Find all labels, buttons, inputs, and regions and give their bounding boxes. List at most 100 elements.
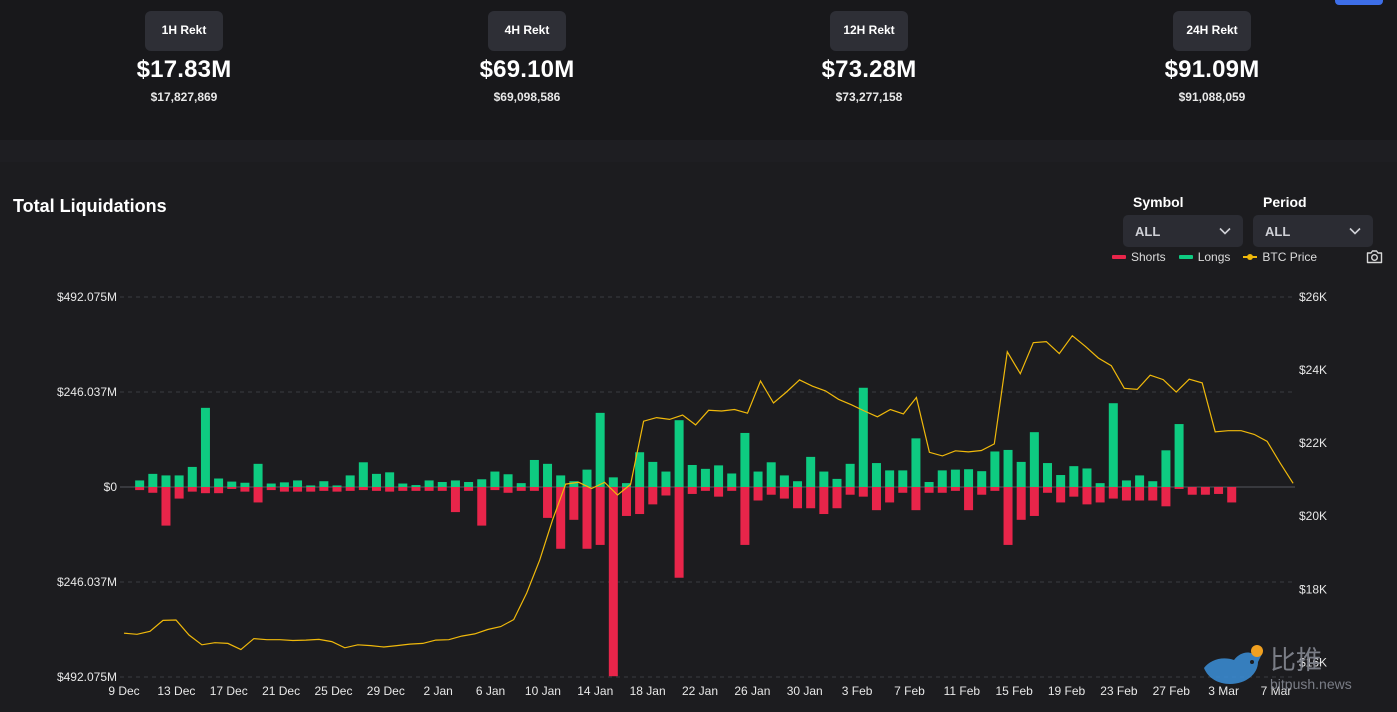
longs-bar (332, 485, 342, 487)
x-axis-tick-label: 18 Jan (630, 684, 666, 698)
bitpush-bird-logo (1204, 645, 1263, 684)
shorts-bar (464, 487, 474, 491)
btc-price-line (123, 334, 1294, 651)
rekt-1h-badge[interactable]: 1H Rekt (145, 11, 223, 51)
shorts-bar (700, 487, 710, 491)
x-axis-tick-label: 21 Dec (262, 684, 300, 698)
longs-bar (1121, 480, 1131, 487)
shorts-bar (779, 487, 789, 499)
shorts-bar (1003, 487, 1013, 545)
shorts-bar (819, 487, 829, 515)
x-axis-tick-label: 2 Jan (424, 684, 453, 698)
longs-bar (1069, 466, 1079, 487)
longs-bar (200, 407, 210, 487)
period-select-value: ALL (1265, 223, 1291, 239)
rekt-1h: 1H Rekt $17.83M $17,827,869 (84, 11, 284, 104)
left-axis-tick-label: $246.037M (57, 385, 117, 399)
shorts-bar (595, 487, 605, 545)
longs-bar (635, 452, 645, 487)
shorts-bar (187, 487, 197, 492)
shorts-bar (543, 487, 553, 518)
longs-bar (582, 469, 592, 487)
chevron-down-icon (1349, 227, 1361, 235)
x-axis-tick-label: 15 Feb (996, 684, 1034, 698)
longs-bar (450, 480, 460, 487)
right-axis-tick-label: $20K (1299, 509, 1327, 523)
longs-bar (174, 475, 184, 487)
chart-legend: Shorts Longs BTC Price (1112, 250, 1330, 264)
shorts-bar (1121, 487, 1131, 501)
shorts-bar (608, 487, 618, 677)
shorts-bar (806, 487, 816, 509)
longs-bar (740, 432, 750, 487)
longs-bar (700, 468, 710, 487)
shorts-bar (556, 487, 566, 549)
shorts-bar (569, 487, 579, 520)
shorts-bar (161, 487, 171, 526)
left-axis-tick-label: $0 (104, 480, 118, 494)
shorts-bar (911, 487, 921, 511)
x-axis-tick-label: 11 Feb (944, 684, 981, 698)
longs-bar (358, 462, 368, 487)
legend-shorts-label: Shorts (1131, 250, 1166, 264)
symbol-select[interactable]: ALL (1123, 215, 1243, 247)
left-axis-tick-label: $492.075M (57, 290, 117, 304)
camera-icon[interactable] (1366, 249, 1383, 264)
rekt-12h: 12H Rekt $73.28M $73,277,158 (769, 11, 969, 104)
legend-longs[interactable]: Longs (1178, 250, 1231, 264)
top-right-button[interactable] (1335, 0, 1383, 5)
longs-bar (371, 473, 381, 487)
legend-btc-price[interactable]: BTC Price (1243, 250, 1317, 264)
shorts-bar (740, 487, 750, 545)
x-axis-tick-label: 26 Jan (734, 684, 770, 698)
x-axis-tick-label: 22 Jan (682, 684, 718, 698)
shorts-bar (227, 487, 237, 489)
rekt-4h-exact: $69,098,586 (493, 90, 561, 104)
longs-bar (214, 478, 224, 487)
longs-bar (832, 478, 842, 487)
panel-title: Total Liquidations (13, 196, 167, 216)
longs-bar (161, 475, 171, 487)
shorts-bar (490, 487, 500, 491)
x-axis-tick-label: 7 Mar (1261, 684, 1292, 698)
longs-bar (714, 465, 724, 487)
longs-bar (253, 463, 263, 487)
right-axis-tick-label: $16K (1299, 655, 1327, 669)
shorts-bar (1029, 487, 1039, 516)
shorts-bar (214, 487, 224, 494)
period-select[interactable]: ALL (1253, 215, 1373, 247)
longs-bar (437, 481, 447, 487)
longs-bar (753, 471, 763, 487)
x-axis-tick-label: 6 Jan (476, 684, 505, 698)
longs-bar (871, 463, 881, 487)
rekt-4h-badge[interactable]: 4H Rekt (488, 11, 566, 51)
longs-bar (924, 481, 934, 487)
legend-longs-label: Longs (1197, 250, 1231, 264)
left-axis-tick-label: $492.075M (57, 670, 117, 684)
longs-bar (595, 412, 605, 487)
rekt-24h-badge[interactable]: 24H Rekt (1173, 11, 1251, 51)
x-axis-tick-label: 27 Feb (1153, 684, 1191, 698)
rekt-24h: 24H Rekt $91.09M $91,088,059 (1112, 11, 1312, 104)
liquidations-chart: $492.075M $246.037M $0 $246.037M $492.075M $1… (57, 290, 1327, 698)
longs-bar (793, 481, 803, 487)
longs-bar (858, 387, 868, 487)
longs-bar (766, 462, 776, 487)
x-axis-tick-label: 19 Feb (1048, 684, 1086, 698)
legend-shorts[interactable]: Shorts (1112, 250, 1166, 264)
longs-bar (911, 438, 921, 487)
shorts-bar (437, 487, 447, 491)
shorts-bar (332, 487, 342, 492)
rekt-12h-badge[interactable]: 12H Rekt (830, 11, 908, 51)
shorts-bar (1016, 487, 1026, 520)
rekt-summary: 1H Rekt $17.83M $17,827,869 4H Rekt $69.… (0, 0, 1397, 140)
shorts-bar (582, 487, 592, 549)
longs-bar (266, 483, 276, 487)
shorts-bar (1214, 487, 1224, 494)
longs-bar (1095, 483, 1105, 487)
longs-bar (1108, 403, 1118, 487)
longs-bar (950, 469, 960, 487)
shorts-bar (450, 487, 460, 513)
shorts-bar (240, 487, 250, 492)
longs-bar (543, 463, 553, 487)
